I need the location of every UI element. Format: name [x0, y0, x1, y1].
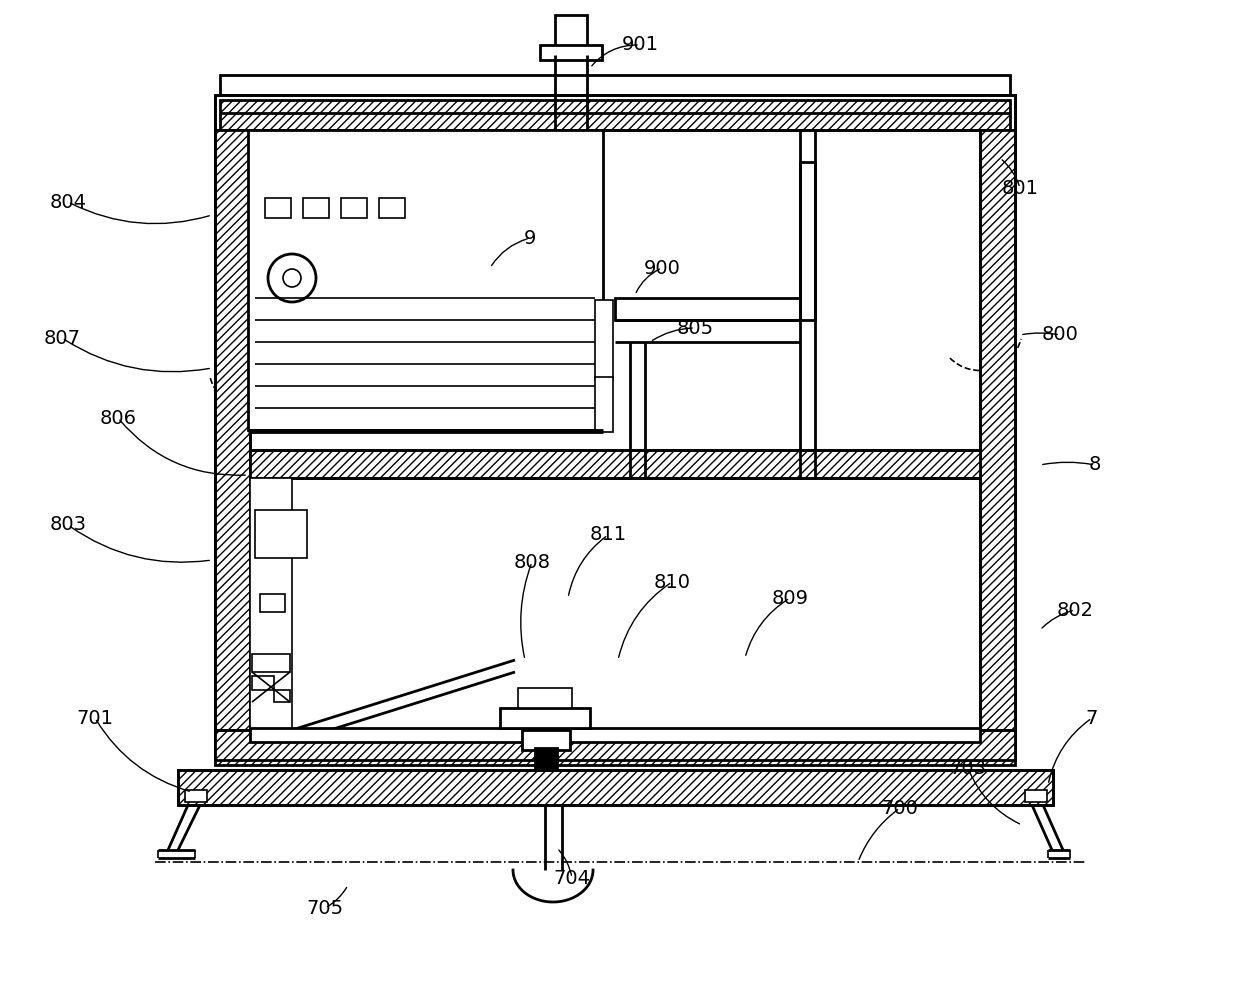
Bar: [500, 708, 590, 728]
Bar: [980, 130, 1016, 730]
Text: 801: 801: [1002, 179, 1039, 198]
Text: 804: 804: [50, 193, 87, 211]
Bar: [185, 790, 207, 802]
Bar: [215, 95, 1016, 130]
Text: 800: 800: [1042, 325, 1079, 344]
Text: 900: 900: [644, 259, 681, 277]
Text: 704: 704: [553, 869, 590, 888]
Bar: [215, 130, 250, 730]
Bar: [534, 748, 557, 770]
Text: 805: 805: [677, 318, 713, 337]
Text: 901: 901: [621, 35, 658, 54]
Text: 7: 7: [1086, 709, 1099, 727]
Bar: [595, 377, 613, 432]
Bar: [341, 198, 367, 218]
Bar: [179, 770, 1053, 805]
Bar: [615, 298, 800, 320]
Bar: [215, 95, 1016, 760]
Bar: [518, 688, 572, 708]
Text: 811: 811: [589, 526, 626, 545]
Bar: [252, 654, 290, 672]
Text: 8: 8: [1089, 455, 1101, 475]
Bar: [179, 770, 1053, 805]
Bar: [252, 676, 274, 690]
Bar: [522, 730, 570, 750]
Text: 802: 802: [1056, 601, 1094, 619]
Bar: [539, 45, 601, 60]
Bar: [265, 198, 291, 218]
Bar: [556, 15, 587, 55]
Text: 809: 809: [771, 589, 808, 607]
Bar: [379, 198, 405, 218]
Bar: [219, 100, 1011, 130]
Bar: [250, 478, 291, 730]
Bar: [255, 510, 308, 558]
Bar: [303, 198, 329, 218]
Bar: [219, 75, 1011, 95]
Text: 808: 808: [513, 552, 551, 571]
Text: 810: 810: [653, 572, 691, 592]
Text: 701: 701: [77, 709, 114, 727]
Text: 700: 700: [882, 798, 919, 818]
Text: 807: 807: [43, 328, 81, 348]
Text: 703: 703: [950, 759, 987, 778]
Bar: [595, 300, 613, 380]
Text: 9: 9: [523, 228, 536, 248]
Bar: [800, 162, 815, 320]
Bar: [250, 450, 980, 478]
Bar: [260, 594, 285, 612]
Text: 803: 803: [50, 515, 87, 535]
Text: 705: 705: [306, 898, 343, 917]
Bar: [215, 730, 1016, 765]
Bar: [274, 690, 290, 702]
Bar: [248, 130, 603, 430]
Bar: [1025, 790, 1047, 802]
Bar: [250, 728, 980, 742]
Text: 806: 806: [99, 409, 136, 428]
